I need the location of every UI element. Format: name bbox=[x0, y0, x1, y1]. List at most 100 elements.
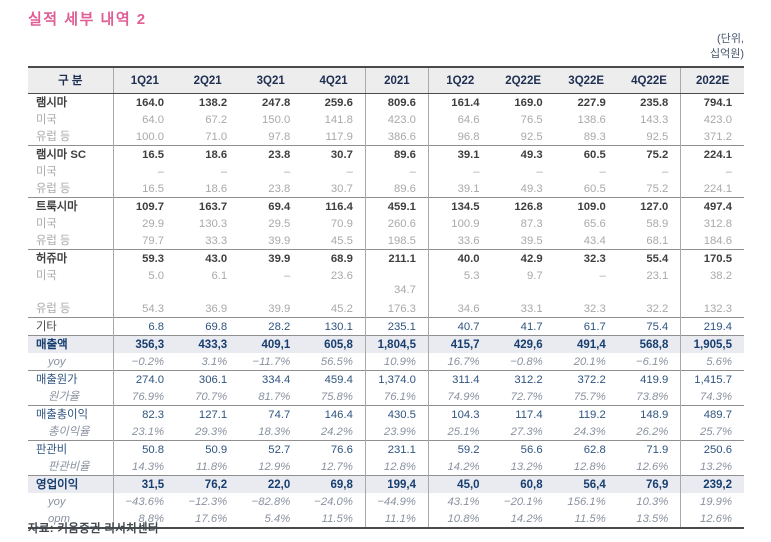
column-header: 2Q22E bbox=[491, 67, 555, 94]
table-row: 트룩시마 109.7 163.7 69.4 116.4 459.1 134.5 126.8 10… bbox=[28, 197, 744, 215]
table-cell: 23.9% bbox=[364, 423, 429, 441]
table-cell: 58.9 bbox=[646, 217, 669, 230]
table-row: 램시마 164.0 138.2 247.8 259.6 809.6 161.4 169.0 22… bbox=[28, 93, 744, 111]
row-label: 미국 bbox=[36, 270, 57, 282]
table-cell: 109.7 bbox=[112, 197, 177, 215]
row-label: 원가율 bbox=[48, 390, 80, 403]
table-cell: 372.2 bbox=[554, 370, 618, 388]
table-cell: – bbox=[346, 165, 353, 178]
table-cell: 61.7 bbox=[554, 317, 618, 336]
row-label: 매출원가 bbox=[28, 370, 113, 388]
table-cell: 89.3 bbox=[583, 130, 606, 143]
table-cell: −0.2% bbox=[112, 353, 177, 371]
table-cell: 27.3% bbox=[510, 425, 543, 438]
table-row: yoy −0.2% 3.1% −11.7% 56.5% 10.9% 16.7% −0.8% 20… bbox=[28, 353, 744, 371]
table-cell: – bbox=[220, 165, 228, 178]
row-label: 판관비율 bbox=[48, 460, 90, 473]
table-cell: 100.0 bbox=[112, 128, 177, 146]
table-cell: 68.9 bbox=[302, 249, 366, 267]
table-cell: 14.2% bbox=[510, 512, 543, 525]
table-cell: 24.2% bbox=[320, 425, 353, 438]
table-cell: 72.7% bbox=[510, 390, 543, 403]
column-header: 4Q21 bbox=[302, 67, 366, 94]
table-cell: 134.5 bbox=[427, 197, 492, 215]
table-cell: 235.1 bbox=[364, 317, 429, 336]
table-cell: 64.0 bbox=[112, 111, 177, 128]
table-row: 유럽 등 79.7 33.3 39.9 45.5 198.5 33.6 39.5 43.4 68.… bbox=[28, 232, 744, 250]
table-cell: – bbox=[283, 165, 291, 178]
table-cell: 260.6 bbox=[364, 215, 429, 232]
table-cell: 49.3 bbox=[491, 145, 555, 163]
table-cell: 11.5% bbox=[574, 512, 606, 525]
table-cell: 92.5 bbox=[520, 130, 543, 143]
table-cell: 79.7 bbox=[112, 232, 177, 250]
table-cell: 50.9 bbox=[176, 440, 240, 458]
table-cell: 29.5 bbox=[268, 217, 291, 230]
table-cell: 32.3 bbox=[554, 249, 618, 267]
table-cell: 119.2 bbox=[554, 405, 618, 423]
table-cell: 39.9 bbox=[268, 234, 291, 247]
row-label: 미국 bbox=[36, 165, 57, 178]
table-cell: 311.4 bbox=[427, 370, 492, 388]
table-cell: 45,0 bbox=[427, 475, 492, 493]
table-cell: 11.1% bbox=[364, 510, 429, 528]
row-label: 유럽 등 bbox=[36, 234, 71, 247]
table-cell: 65.6 bbox=[583, 217, 606, 230]
table-cell: 1,905,5 bbox=[680, 335, 744, 353]
table-row: 총이익율 23.1% 29.3% 18.3% 24.2% 23.9% 25.1% 27.3% 2… bbox=[28, 423, 744, 441]
table-cell: 42.9 bbox=[491, 249, 555, 267]
table-cell: 54.3 bbox=[112, 300, 177, 318]
table-cell: 25.7% bbox=[680, 423, 744, 441]
table-cell: 29.9 bbox=[112, 215, 177, 232]
table-cell: 274.0 bbox=[112, 370, 177, 388]
table-cell: 33.3 bbox=[205, 234, 228, 247]
table-row: opm 8.8% 17.6% 5.4% 11.5% 11.1% 10.8% 14.2% 11.5… bbox=[28, 510, 744, 528]
table-cell: 127.1 bbox=[176, 405, 240, 423]
table-cell: 116.4 bbox=[302, 197, 366, 215]
source-note: 자료: 키움증권 리서치센터 bbox=[28, 523, 159, 535]
table-cell: – bbox=[662, 165, 669, 178]
table-cell: 34.6 bbox=[427, 300, 492, 318]
table-cell: 199,4 bbox=[364, 475, 429, 493]
table-row: 미국 64.0 67.2 150.0 141.8 423.0 64.6 76.5 138.6 14… bbox=[28, 111, 744, 128]
table-cell: 32.3 bbox=[583, 302, 606, 315]
table-cell: – bbox=[680, 163, 744, 180]
table-cell: 11.8% bbox=[195, 460, 228, 473]
table-cell: 356,3 bbox=[112, 335, 177, 353]
table-cell: – bbox=[599, 165, 606, 178]
table-cell: 73.8% bbox=[636, 390, 669, 403]
row-label: 유럽 등 bbox=[36, 130, 71, 143]
table-cell: −24.0% bbox=[314, 495, 353, 508]
table-row: 유럽 등 16.5 18.6 23.8 30.7 89.6 39.1 49.3 60.5 75.2… bbox=[28, 180, 744, 198]
row-label: opm bbox=[48, 512, 70, 525]
table-cell: 23.1% bbox=[112, 423, 177, 441]
table-cell: 14.2% bbox=[427, 458, 492, 476]
table-cell: 39.9 bbox=[239, 249, 303, 267]
table-cell: 12.7% bbox=[320, 460, 353, 473]
row-label: yoy bbox=[48, 355, 66, 368]
table-cell: 92.5 bbox=[646, 130, 669, 143]
table-row: 판관비 50.8 50.9 52.7 76.6 231.1 59.2 56.6 62.8 71.9… bbox=[28, 440, 744, 458]
table-cell: – bbox=[112, 163, 177, 180]
table-cell: 39.1 bbox=[427, 180, 492, 198]
table-cell: 13.2% bbox=[680, 458, 744, 476]
table-cell: 62.8 bbox=[554, 440, 618, 458]
table-cell: 176.3 bbox=[364, 300, 429, 318]
table-cell: 16.7% bbox=[427, 353, 492, 371]
table-cell: 386.6 bbox=[364, 128, 429, 146]
table-cell: 12.9% bbox=[258, 460, 291, 473]
table-cell: – bbox=[599, 270, 606, 282]
table-cell: 70.7% bbox=[195, 390, 228, 403]
table-cell: – bbox=[364, 163, 429, 180]
table-cell: 184.6 bbox=[680, 232, 744, 250]
row-label: 매출액 bbox=[28, 335, 113, 353]
table-cell: 39.9 bbox=[268, 302, 291, 315]
table-cell: −82.8% bbox=[251, 495, 291, 508]
table-cell: 489.7 bbox=[680, 405, 744, 423]
table-cell: 138.6 bbox=[577, 113, 606, 126]
table-cell: 87.3 bbox=[520, 217, 543, 230]
table-cell: 5.6% bbox=[680, 353, 744, 371]
table-cell: 17.6% bbox=[195, 512, 228, 525]
table-cell: 50.8 bbox=[112, 440, 177, 458]
